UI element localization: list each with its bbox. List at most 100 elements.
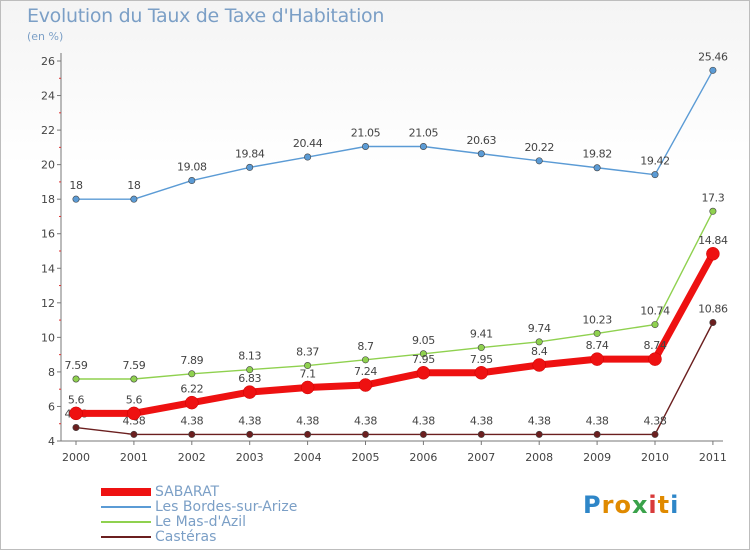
data-label: 18	[69, 179, 83, 192]
y-tick-label: 18	[41, 193, 55, 206]
series-line	[75, 210, 714, 380]
y-tick-label: 14	[41, 262, 55, 275]
data-point	[532, 358, 546, 372]
data-label: 4.38	[238, 414, 261, 427]
x-tick-label: 2007	[467, 451, 495, 464]
data-point	[419, 430, 427, 438]
legend-swatch	[101, 515, 151, 529]
data-point	[130, 375, 138, 383]
proxiti-logo: Proxiti	[583, 491, 679, 519]
x-tick-label: 2001	[120, 451, 148, 464]
y-tick-label: 8	[48, 366, 55, 379]
legend-label: Les Bordes-sur-Arize	[155, 499, 298, 515]
data-point	[706, 247, 720, 261]
data-point	[361, 143, 369, 151]
data-label: 8.74	[586, 339, 609, 352]
data-point	[593, 329, 601, 337]
data-point	[477, 150, 485, 158]
data-point	[300, 380, 315, 395]
legend-label: SABARAT	[155, 484, 220, 500]
series-line	[75, 321, 714, 436]
data-point	[188, 177, 196, 185]
data-point	[593, 430, 601, 438]
data-label: 4.38	[586, 414, 609, 427]
logo-letter: o	[614, 491, 632, 519]
legend-swatch	[101, 500, 151, 514]
legend-label: Castéras	[155, 529, 217, 545]
y-tick-label: 4	[48, 435, 55, 448]
data-point	[188, 370, 196, 378]
data-point	[419, 350, 427, 358]
x-tick-label: 2010	[641, 451, 669, 464]
data-point	[709, 66, 717, 74]
data-point	[69, 406, 83, 421]
x-tick-label: 2011	[699, 451, 727, 464]
x-tick-label: 2008	[525, 451, 553, 464]
x-tick-label: 2009	[583, 451, 611, 464]
y-tick-label: 10	[41, 331, 55, 344]
data-point	[419, 143, 427, 151]
data-label: 5.6	[68, 393, 85, 406]
data-label: 21.05	[351, 127, 381, 140]
data-point	[72, 375, 80, 383]
data-label: 7.95	[470, 353, 493, 366]
data-label: 4.38	[354, 414, 377, 427]
data-label: 10.23	[582, 313, 612, 326]
data-label: 25.46	[698, 50, 728, 63]
legend-label: Le Mas-d'Azil	[155, 514, 247, 530]
data-label: 7.59	[122, 359, 145, 372]
x-tick-label: 2002	[178, 451, 206, 464]
data-label: 19.84	[235, 147, 265, 160]
data-label: 8.7	[357, 340, 374, 353]
data-label: 4.38	[470, 414, 493, 427]
data-label: 4.38	[528, 414, 551, 427]
data-point	[648, 352, 662, 366]
series-cast-ras: 4.784.384.384.384.384.384.384.384.384.38…	[65, 303, 728, 438]
logo-letter: i	[648, 491, 658, 519]
data-point	[304, 430, 312, 438]
data-label: 9.05	[412, 334, 435, 347]
y-tick-label: 20	[41, 159, 55, 172]
series-le-mas-d-azil: 7.59 7.59 7.89 8.13 8.37 8.7 9.05 9.41 9.74 10.23…	[65, 191, 725, 383]
logo-letter: x	[631, 491, 649, 519]
x-tick-label: 2006	[409, 451, 437, 464]
data-label: 19.42	[640, 155, 670, 168]
series-les-bordes-sur-arize: 18 18 19.08 19.84 20.44 21.05 21.05 20.63 20.22 1…	[69, 50, 728, 203]
data-label: 8.74	[644, 339, 667, 352]
y-tick-label: 26	[41, 55, 55, 68]
data-point	[535, 430, 543, 438]
data-label: 7.89	[180, 354, 203, 367]
data-point	[651, 171, 659, 179]
logo-letter: t	[657, 491, 671, 519]
x-tick-label: 2000	[62, 451, 90, 464]
data-label: 8.13	[238, 350, 261, 363]
data-label: 7.95	[412, 353, 435, 366]
data-point	[127, 406, 141, 421]
data-point	[242, 385, 257, 399]
series-line	[75, 69, 714, 200]
data-label: 4.38	[122, 414, 145, 427]
data-point	[246, 430, 254, 438]
chart-unit: (en %)	[27, 30, 64, 43]
data-point	[246, 366, 254, 374]
data-point	[361, 356, 369, 364]
data-label: 4.38	[296, 414, 319, 427]
chart-title: Evolution du Taux de Taxe d'Habitation	[27, 5, 385, 27]
y-tick-label: 24	[41, 90, 55, 103]
data-label: 4.38	[644, 414, 667, 427]
data-point	[185, 395, 199, 410]
series-line	[72, 250, 717, 417]
y-tick-label: 12	[41, 297, 55, 310]
y-tick-label: 22	[41, 124, 55, 137]
data-label: 7.24	[354, 365, 377, 378]
x-tick-label: 2005	[352, 451, 380, 464]
data-label: 8.4	[531, 345, 548, 358]
data-point	[72, 424, 80, 432]
x-tick-label: 2003	[236, 451, 264, 464]
data-label: 7.59	[65, 359, 88, 372]
data-point	[590, 352, 604, 366]
data-label: 14.84	[698, 234, 728, 247]
logo-letter: r	[601, 491, 615, 519]
